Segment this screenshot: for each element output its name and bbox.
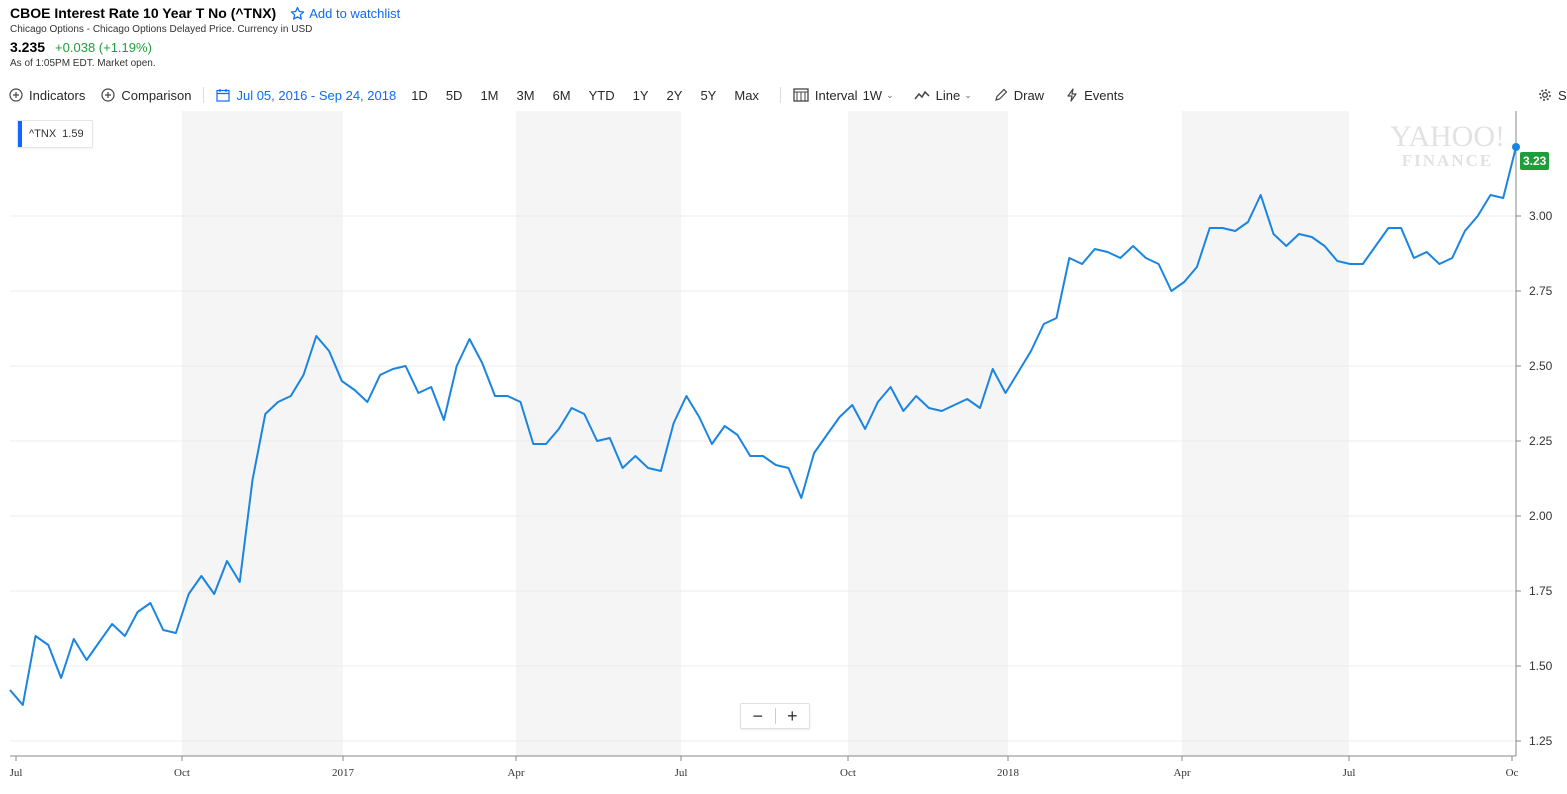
toolbar-divider (203, 87, 205, 103)
last-value-badge: 3.23 (1520, 152, 1550, 170)
x-tick-label-3: Apr (507, 767, 524, 779)
axes (10, 111, 1517, 757)
calendar-icon (216, 89, 231, 102)
draw-button[interactable]: Draw (994, 88, 1044, 103)
series-line-tnx (9, 146, 1517, 706)
y-tick-label-3: 2.00 (1529, 509, 1553, 523)
comparison-label: Comparison (121, 87, 192, 103)
line-chart-icon (914, 90, 930, 100)
indicators-button[interactable]: Indicators (9, 88, 85, 103)
chart-toolbar: Indicators Comparison Jul 05, 2016 - Sep… (9, 86, 1567, 104)
zoom-divider (774, 708, 776, 724)
watermark-line1: YAHOO! (1390, 120, 1505, 153)
date-range-label: Jul 05, 2016 - Sep 24, 2018 (236, 87, 397, 103)
gear-icon (1539, 89, 1551, 101)
chart-type-label: Line (935, 87, 961, 103)
x-tick-label-4: Jul (675, 767, 688, 779)
shade-band-3 (1182, 111, 1349, 756)
date-range-picker[interactable]: Jul 05, 2016 - Sep 24, 2018 (216, 88, 396, 103)
add-to-watchlist-button[interactable]: Add to watchlist (290, 6, 400, 21)
shade-band-2 (848, 111, 1008, 756)
chevron-down-icon: ⌄ (886, 89, 894, 100)
alternate-period-shading (182, 111, 1349, 756)
interval-label: Interval (814, 87, 858, 103)
legend-symbol: ^TNX (29, 128, 57, 140)
events-button[interactable]: Events (1066, 88, 1124, 103)
price-chart[interactable]: 1.25 1.50 1.75 2.00 2.25 2.50 2.75 3.00 Jul Oct 2… (0, 111, 1567, 794)
y-tick-label-0: 1.25 (1529, 734, 1553, 748)
pencil-icon (994, 88, 1008, 101)
zoom-out-button[interactable]: − (752, 706, 763, 726)
range-max-button[interactable]: Max (734, 87, 759, 103)
range-6m-button[interactable]: 6M (552, 87, 571, 103)
quote-header: CBOE Interest Rate 10 Year T No (^TNX) A… (10, 4, 1550, 69)
y-tick-label-7: 3.00 (1529, 209, 1553, 223)
interval-dropdown[interactable]: Interval 1W ⌄ (793, 88, 894, 103)
x-axis-ticks: Jul Oct 2017 Apr Jul Oct 2018 Apr Jul Oc (10, 756, 1519, 779)
interval-icon (793, 88, 809, 102)
settings-label: S (1558, 87, 1567, 103)
x-tick-label-9: Oc (1506, 767, 1519, 779)
y-tick-label-1: 1.50 (1529, 659, 1553, 673)
chart-type-dropdown[interactable]: Line ⌄ (914, 88, 972, 103)
plus-circle-icon (9, 88, 23, 102)
x-tick-label-0: Jul (10, 767, 23, 779)
quote-source: Chicago Options - Chicago Options Delaye… (10, 24, 313, 35)
range-1m-button[interactable]: 1M (480, 87, 499, 103)
yahoo-finance-watermark: YAHOO! FINANCE (1385, 120, 1510, 170)
zoom-in-button[interactable]: + (786, 706, 798, 726)
zoom-control: − + (740, 703, 810, 729)
last-point-marker (1512, 143, 1520, 151)
gridlines (10, 215, 1516, 742)
range-ytd-button[interactable]: YTD (588, 87, 615, 103)
y-tick-label-2: 1.75 (1529, 584, 1553, 598)
x-tick-label-1: Oct (174, 767, 190, 779)
range-1d-button[interactable]: 1D (411, 87, 428, 103)
price-change: +0.038 (+1.19%) (55, 40, 152, 55)
y-tick-label-6: 2.75 (1529, 284, 1553, 298)
chevron-down-icon: ⌄ (964, 89, 972, 100)
legend-color-swatch (18, 121, 22, 147)
range-1y-button[interactable]: 1Y (632, 87, 649, 103)
page-title: CBOE Interest Rate 10 Year T No (^TNX) (10, 5, 277, 21)
watermark-line2: FINANCE (1401, 151, 1494, 170)
shade-band-1 (516, 111, 681, 756)
y-tick-label-5: 2.50 (1529, 359, 1553, 373)
x-tick-label-8: Jul (1343, 767, 1356, 779)
y-tick-label-4: 2.25 (1529, 434, 1553, 448)
x-tick-label-5: Oct (840, 767, 856, 779)
x-tick-label-7: Apr (1173, 767, 1190, 779)
plus-circle-icon (101, 88, 115, 102)
indicators-label: Indicators (29, 87, 86, 103)
y-axis-ticks: 1.25 1.50 1.75 2.00 2.25 2.50 2.75 3.00 (1516, 209, 1553, 748)
range-2y-button[interactable]: 2Y (666, 87, 683, 103)
x-tick-label-6: 2018 (997, 767, 1020, 779)
legend-value: 1.59 (62, 128, 84, 140)
x-tick-label-2: 2017 (332, 767, 355, 779)
comparison-button[interactable]: Comparison (101, 88, 191, 103)
current-price: 3.235 (10, 39, 46, 55)
market-status: As of 1:05PM EDT. Market open. (10, 58, 156, 69)
series-legend[interactable]: ^TNX 1.59 (17, 120, 93, 148)
lightning-icon (1067, 88, 1077, 102)
watchlist-label: Add to watchlist (309, 5, 401, 21)
interval-value: 1W (862, 87, 883, 103)
star-icon (290, 6, 305, 20)
range-5d-button[interactable]: 5D (445, 87, 463, 103)
range-5y-button[interactable]: 5Y (700, 87, 717, 103)
toolbar-divider (779, 87, 781, 103)
draw-label: Draw (1013, 87, 1045, 103)
settings-button[interactable]: S (1538, 88, 1567, 103)
range-3m-button[interactable]: 3M (516, 87, 535, 103)
events-label: Events (1084, 87, 1124, 103)
